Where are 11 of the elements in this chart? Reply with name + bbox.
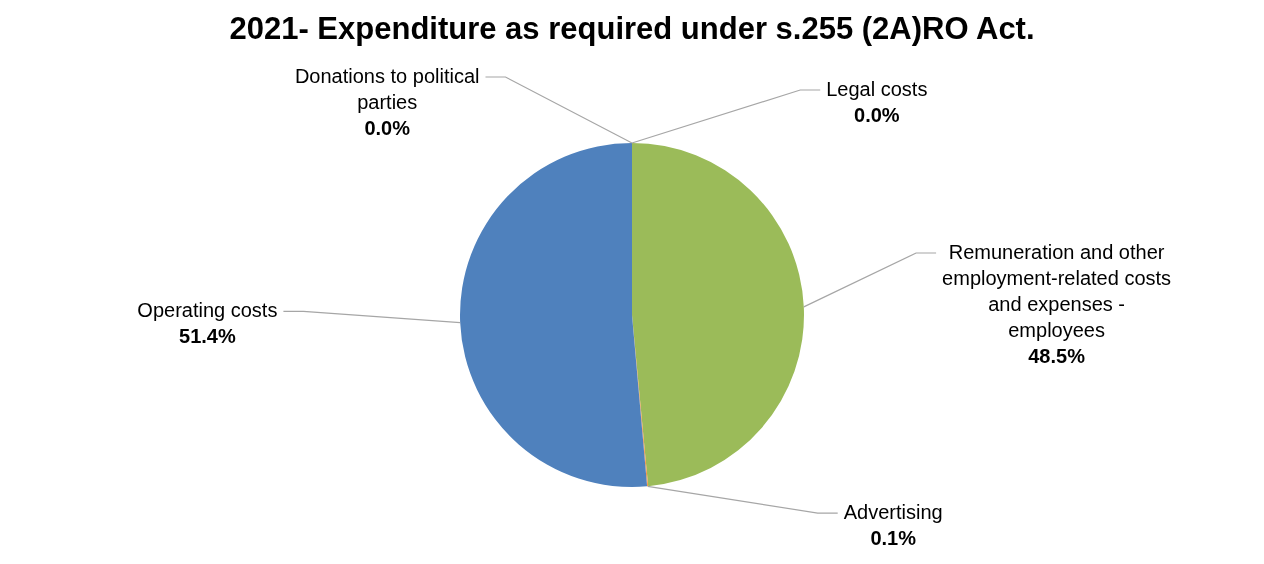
slice-label: Remuneration and other employment-related costs and expenses - employees: [942, 240, 1172, 341]
data-label: 0.1%: [870, 526, 917, 549]
category-label: Legal costs: [826, 77, 928, 100]
slice-label: Operating costs: [137, 298, 278, 321]
slice-label: Advertising: [843, 500, 943, 523]
category-label: Donations to political parties: [294, 64, 480, 113]
data-label: 48.5%: [1028, 344, 1086, 367]
text: 0.0%: [364, 116, 410, 139]
chart-title: 2021- Expenditure as required under s.255 (2A)RO Act.: [229, 10, 1035, 46]
text: 0.0%: [854, 103, 900, 126]
data-label: 51.4%: [179, 324, 236, 347]
